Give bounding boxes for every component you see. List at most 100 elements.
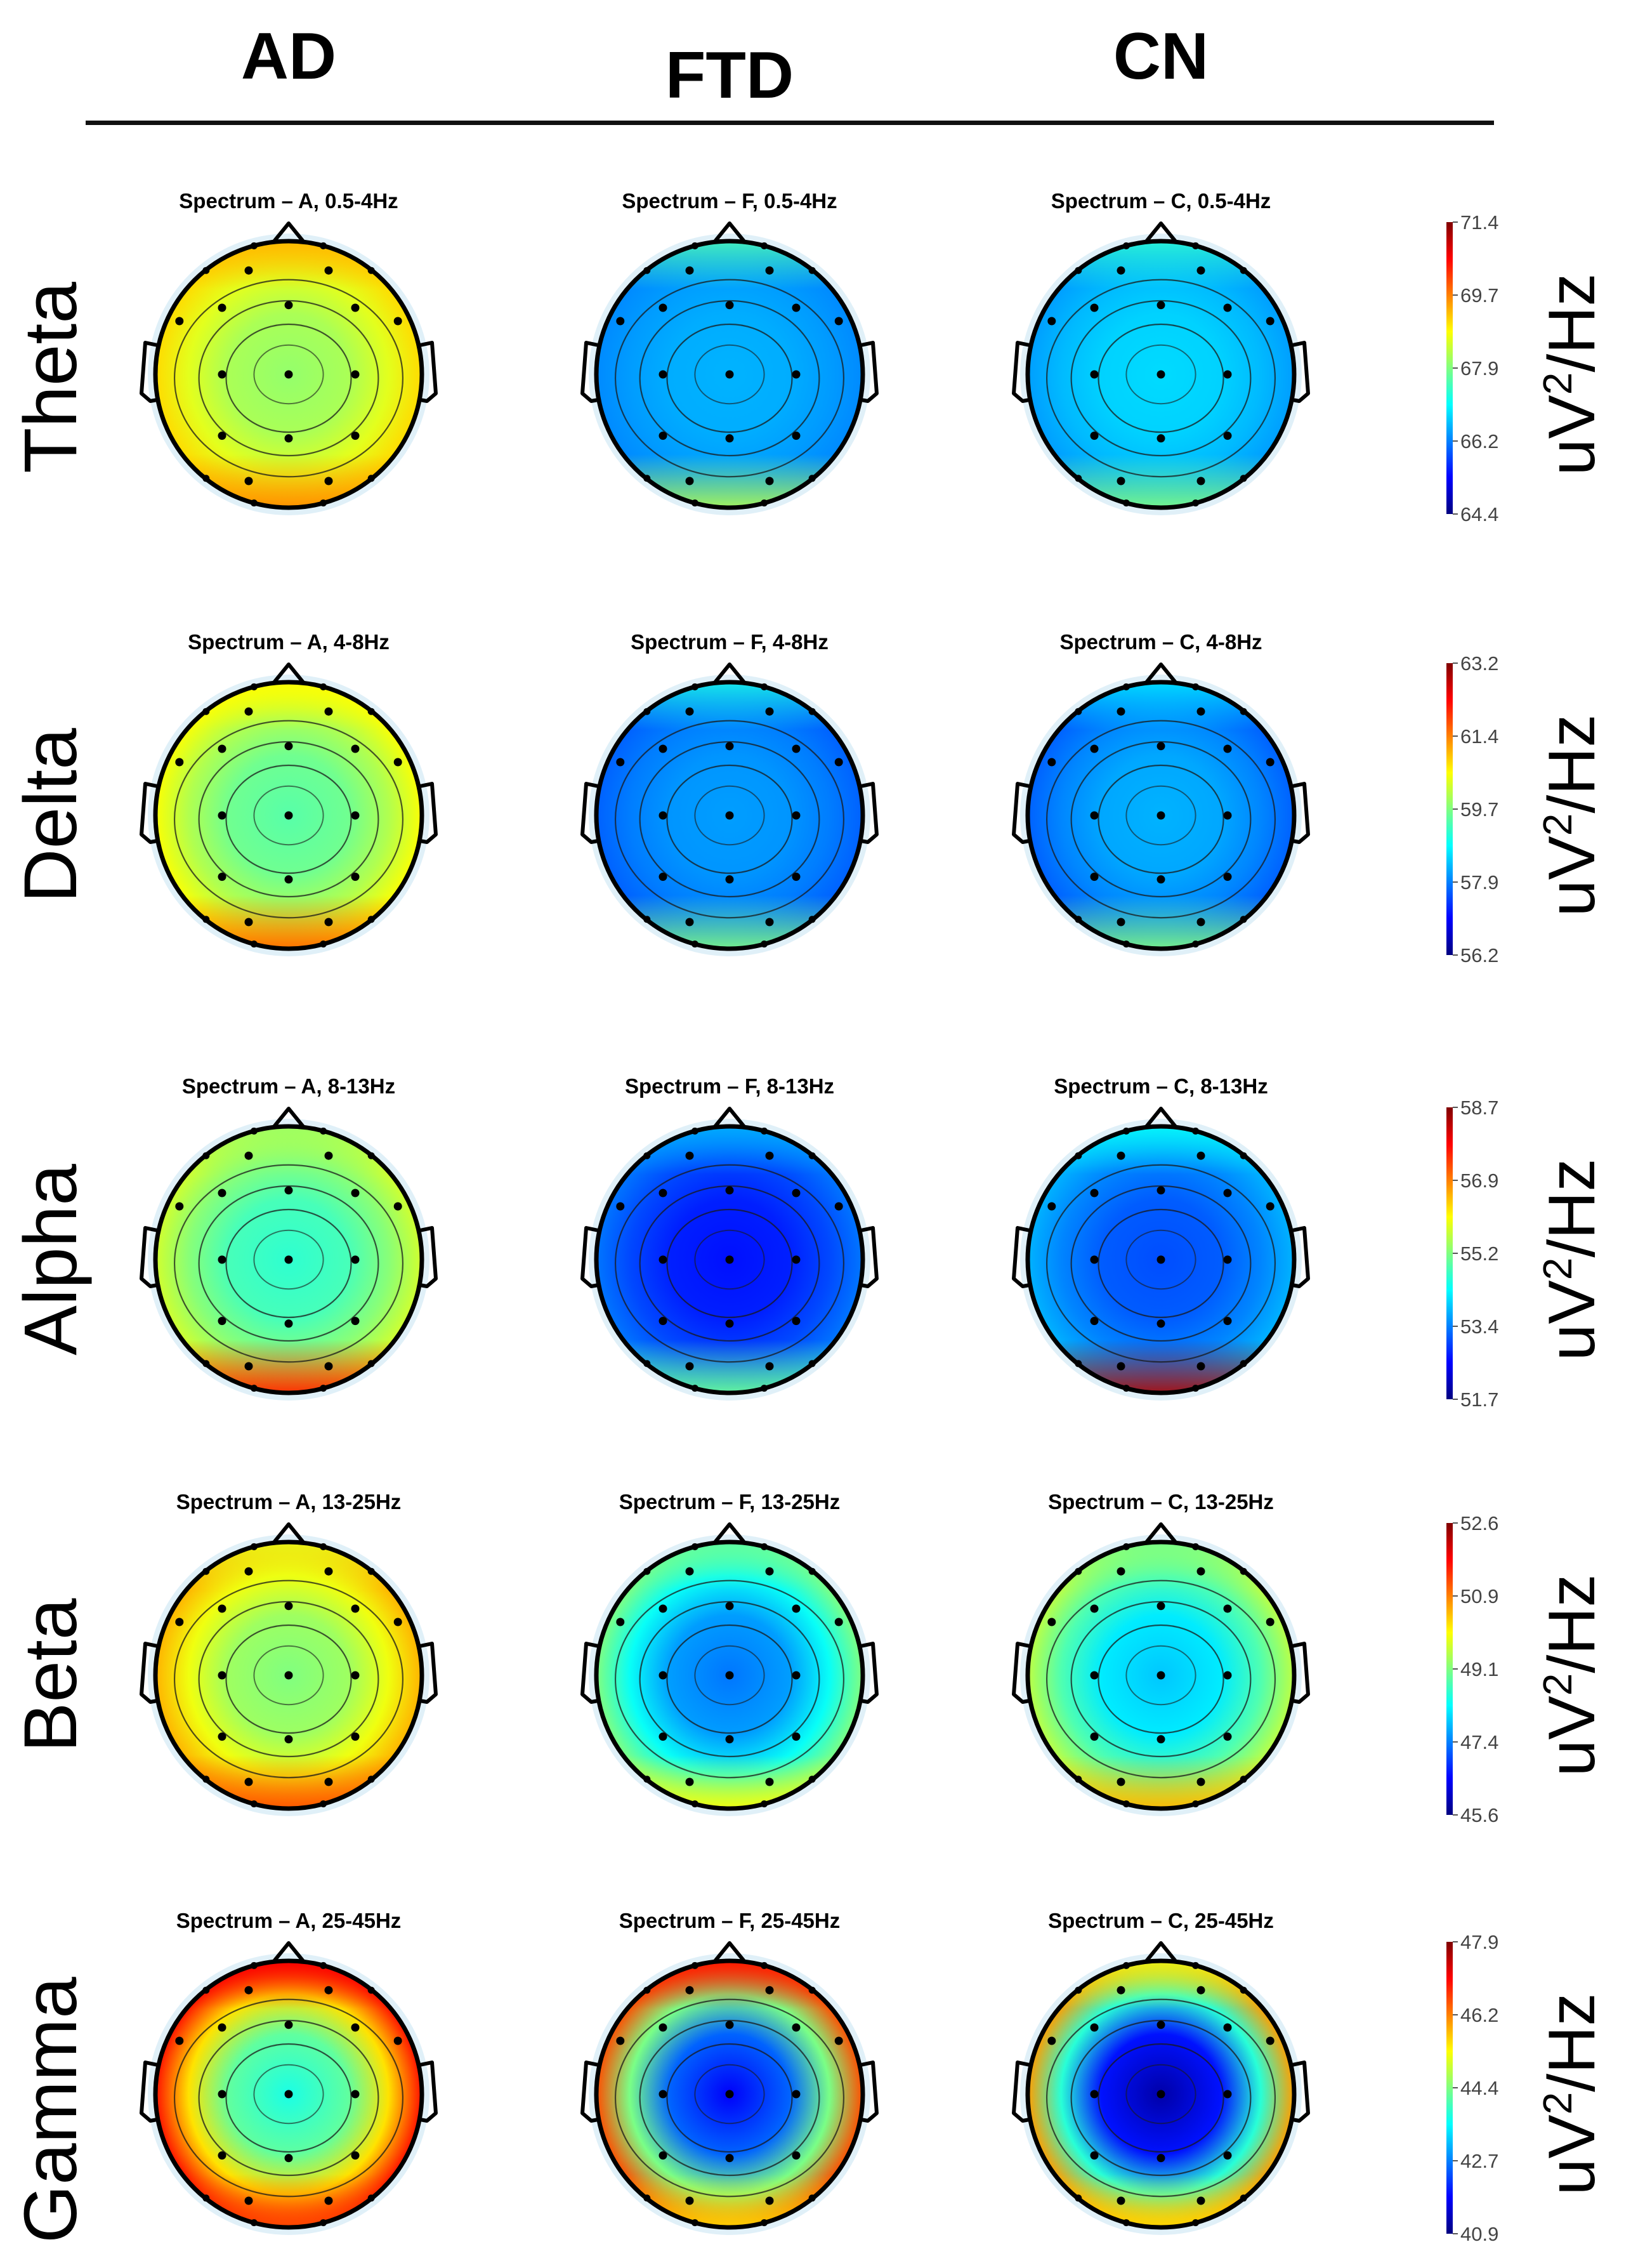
- electrode-dot: [643, 708, 651, 715]
- electrode-dot: [1266, 2036, 1274, 2045]
- electrode-dot: [725, 434, 734, 443]
- electrode-dot: [1266, 317, 1274, 326]
- electrode-dot: [367, 1776, 375, 1783]
- electrode-dot: [1240, 708, 1247, 715]
- electrode-dot: [765, 918, 774, 926]
- electrode-dot: [691, 242, 698, 249]
- electrode-dot: [834, 2036, 843, 2045]
- colorbar-tick-label: 49.1: [1460, 1658, 1498, 1680]
- electrode-dot: [351, 1189, 360, 1197]
- electrode-dot: [324, 477, 333, 485]
- electrode-dot: [685, 2196, 694, 2205]
- electrode-dot: [367, 1986, 375, 1994]
- electrode-dot: [250, 940, 258, 948]
- electrode-dot: [393, 2036, 402, 2045]
- topoplot-gamma-cn: Spectrum – C, 25-45Hz: [1012, 1909, 1310, 2235]
- electrode-dot: [351, 873, 360, 881]
- electrode-dot: [616, 317, 625, 326]
- electrode-dot: [1240, 1152, 1247, 1159]
- electrode-dot: [1156, 742, 1165, 751]
- electrode-dot: [324, 918, 333, 926]
- electrode-dot: [725, 301, 734, 310]
- electrode-dot: [616, 2036, 625, 2045]
- electrode-dot: [1122, 2219, 1130, 2227]
- electrode-dot: [1122, 1800, 1130, 1808]
- electrode-dot: [792, 432, 801, 440]
- electrode-dot: [685, 1567, 694, 1576]
- electrode-dot: [1047, 1618, 1056, 1626]
- electrode-dot: [1240, 1567, 1247, 1575]
- electrode-dot: [765, 1567, 774, 1576]
- electrode-dot: [1047, 317, 1056, 326]
- electrode-dot: [218, 1317, 226, 1326]
- colorbar-tick-label: 58.7: [1460, 1097, 1498, 1119]
- electrode-dot: [1240, 1986, 1247, 1994]
- electrode-dot: [691, 940, 698, 948]
- electrode-dot: [202, 708, 210, 715]
- topoplot-title: Spectrum – C, 25-45Hz: [1048, 1909, 1274, 1932]
- electrode-dot: [202, 1567, 210, 1575]
- electrode-dot: [1196, 1362, 1205, 1371]
- colorbar-tick-label: 44.4: [1460, 2077, 1498, 2099]
- electrode-dot: [284, 1735, 293, 1744]
- electrode-dot: [792, 1255, 801, 1264]
- electrode-dot: [367, 916, 375, 923]
- electrode-dot: [244, 1567, 253, 1576]
- electrode-dot: [284, 1186, 293, 1195]
- electrode-dot: [1075, 1152, 1082, 1159]
- electrode-dot: [324, 1362, 333, 1371]
- electrode-dot: [250, 683, 258, 690]
- electrode-dot: [658, 2023, 667, 2032]
- electrode-dot: [725, 1602, 734, 1611]
- colorbar-tick-label: 50.9: [1460, 1585, 1498, 1607]
- topoplot-title: Spectrum – F, 25-45Hz: [619, 1909, 840, 1932]
- electrode-dot: [658, 1671, 667, 1680]
- electrode-dot: [765, 1777, 774, 1786]
- electrode-dot: [1117, 1986, 1125, 1994]
- electrode-dot: [792, 1317, 801, 1326]
- electrode-dot: [685, 1986, 694, 1994]
- electrode-dot: [1075, 1567, 1082, 1575]
- electrode-dot: [643, 1776, 651, 1783]
- column-header-cn: CN: [1113, 20, 1209, 93]
- electrode-dot: [284, 370, 293, 379]
- electrode-dot: [284, 2090, 293, 2099]
- electrode-dot: [1117, 707, 1125, 716]
- electrode-dot: [1266, 1618, 1274, 1626]
- electrode-dot: [1090, 873, 1099, 881]
- colorbar-tick-label: 56.9: [1460, 1170, 1498, 1192]
- electrode-dot: [284, 301, 293, 310]
- electrode-dot: [685, 1362, 694, 1371]
- electrode-dot: [1223, 2151, 1232, 2160]
- electrode-dot: [324, 1777, 333, 1786]
- electrode-dot: [658, 1255, 667, 1264]
- electrode-dot: [320, 1543, 327, 1550]
- electrode-dot: [834, 1618, 843, 1626]
- topoplot-alpha-ftd: Spectrum – F, 8-13Hz: [580, 1074, 879, 1401]
- electrode-dot: [1117, 1567, 1125, 1576]
- electrode-dot: [320, 683, 327, 690]
- electrode-dot: [725, 2154, 734, 2163]
- electrode-dot: [244, 707, 253, 716]
- electrode-dot: [202, 1360, 210, 1368]
- electrode-dot: [284, 742, 293, 751]
- electrode-dot: [320, 242, 327, 249]
- electrode-dot: [765, 1151, 774, 1160]
- electrode-dot: [250, 1127, 258, 1135]
- electrode-dot: [1090, 370, 1099, 379]
- topoplot-beta-cn: Spectrum – C, 13-25Hz: [1012, 1490, 1310, 1816]
- electrode-dot: [284, 2021, 293, 2029]
- electrode-dot: [250, 1800, 258, 1808]
- electrode-dot: [1196, 266, 1205, 275]
- column-header-ad: AD: [240, 20, 337, 93]
- electrode-dot: [658, 1317, 667, 1326]
- electrode-dot: [1192, 1961, 1200, 1969]
- electrode-dot: [725, 2021, 734, 2029]
- electrode-dot: [351, 2151, 360, 2160]
- electrode-dot: [808, 1986, 816, 1994]
- electrode-dot: [761, 683, 768, 690]
- topoplot-title: Spectrum – A, 13-25Hz: [176, 1490, 402, 1513]
- electrode-dot: [324, 1986, 333, 1994]
- colorbar-tick-label: 67.9: [1460, 357, 1498, 379]
- topoplot-title: Spectrum – C, 4-8Hz: [1059, 630, 1262, 654]
